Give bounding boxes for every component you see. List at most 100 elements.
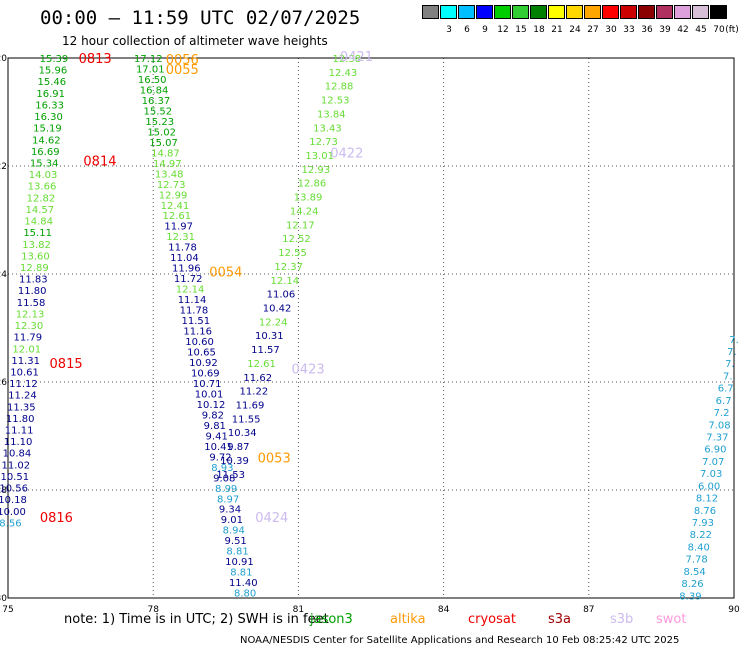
color-legend: 3 6 9 12 15 18 21 24 27 30 33 36 39 42 45 70 (ft) [422,5,739,39]
legend-label: 33 [623,25,635,35]
wave-height-label: 11.62 [243,373,272,384]
legend-swatch [674,5,691,19]
y-tick-label: 20 [0,54,7,64]
legend-swatch [494,5,511,19]
wave-height-label: 12.14 [176,285,205,296]
wave-height-label: 11.72 [174,274,203,285]
wave-height-label: 11.10 [4,437,33,448]
wave-height-label: 11.53 [216,470,245,481]
wave-height-label: 10.84 [3,449,32,460]
wave-height-label: 10.42 [263,303,292,314]
pass-label: 0055 [166,63,199,78]
x-tick-label: 87 [583,605,594,615]
wave-height-label: 13.84 [317,109,346,120]
wave-height-label: 16.50 [138,75,167,86]
wave-height-label: 10.71 [193,379,222,390]
footer-note: note: 1) Time is in UTC; 2) SWH is in fe… [64,612,329,627]
wave-height-label: 15.11 [23,228,52,239]
legend-swatch [476,5,493,19]
pass-label: 0423 [292,363,325,378]
wave-height-label: 7. [723,371,733,382]
wave-height-label: 11.40 [229,578,258,589]
pass-label: 0424 [255,511,288,526]
wave-height-label: 10.39 [220,456,249,467]
x-tick-label: 90 [728,605,740,615]
wave-height-label: 15.07 [149,138,178,149]
wave-height-label: 15.19 [33,124,62,135]
legend-swatch [620,5,637,19]
wave-height-label: 14.84 [24,217,53,228]
legend-swatch [566,5,583,19]
wave-height-label: 9.41 [206,431,228,442]
pass-label: 0056 [166,53,199,68]
wave-height-label: 11.22 [240,387,269,398]
legend-unit: (ft) [725,25,739,35]
wave-height-label: 6.90 [704,445,726,456]
wave-height-label: 11.04 [170,253,199,264]
satellite-legend-item: altika [390,612,426,627]
wave-height-label: 7.03 [700,469,722,480]
wave-height-label: 8.56 [0,518,22,529]
wave-height-label: 11.11 [5,426,34,437]
wave-height-label: 8.12 [696,494,718,505]
wave-height-label: 12.52 [282,234,311,245]
legend-label: 30 [605,25,617,35]
legend-label: 36 [641,25,653,35]
legend-swatch [530,5,547,19]
wave-height-label: 12.99 [159,190,188,201]
wave-height-label: 12.89 [20,263,49,274]
wave-height-label: 10.69 [191,368,220,379]
wave-height-label: 8.99 [215,484,237,495]
legend-swatch [692,5,709,19]
wave-height-label: 8.94 [223,526,245,537]
wave-height-label: 16.37 [142,96,171,107]
wave-height-label: 12.38 [332,54,361,65]
wave-height-label: 7.78 [686,555,708,566]
wave-height-label: 16.30 [34,112,63,123]
legend-label: 12 [497,25,509,35]
pass-label: 0422 [330,147,363,162]
wave-height-label: 11.31 [11,356,40,367]
legend-label: 45 [695,25,707,35]
wave-height-label: 15.34 [30,158,59,169]
wave-height-label: 8.22 [690,530,712,541]
wave-height-label: 14.03 [29,170,58,181]
legend-label: 3 [446,25,452,35]
wave-height-label: 12.14 [271,276,300,287]
legend-swatch [458,5,475,19]
legend-label: 39 [659,25,671,35]
wave-height-label: 11.02 [2,460,31,471]
wave-height-label: 12.37 [274,262,303,273]
wave-height-label: 8.97 [217,494,239,505]
wave-height-label: 10.41 [204,442,233,453]
wave-height-label: 11.57 [251,345,280,356]
wave-height-label: 14.24 [290,206,319,217]
wave-height-label: 15.52 [144,106,173,117]
y-tick-label: 26 [0,378,7,388]
wave-height-label: 11.69 [236,401,265,412]
legend-swatch [440,5,457,19]
wave-height-label: 17.01 [136,64,165,75]
legend-swatch [602,5,619,19]
wave-height-label: 10.56 [0,484,28,495]
wave-height-label: 10.00 [0,507,26,518]
wave-height-label: 13.66 [28,182,57,193]
wave-height-label: 8.93 [211,463,233,474]
wave-height-label: 9.51 [225,536,247,547]
wave-height-label: 12.82 [27,193,56,204]
wave-height-label: 12.53 [321,96,350,107]
legend-label: 21 [551,25,563,35]
wave-height-label: 12.61 [163,211,192,222]
wave-height-label: 11.78 [180,306,209,317]
wave-height-label: 13.89 [294,193,323,204]
wave-height-label: 9.72 [209,452,231,463]
wave-height-label: 17.12 [134,54,163,65]
map-frame [7,57,735,599]
wave-height-label: 10.12 [197,400,226,411]
wave-height-label: 11.55 [232,414,261,425]
legend-swatch [584,5,601,19]
wave-height-label: 7.37 [706,433,728,444]
wave-height-label: 8.80 [234,589,256,600]
legend-label: 9 [482,25,488,35]
